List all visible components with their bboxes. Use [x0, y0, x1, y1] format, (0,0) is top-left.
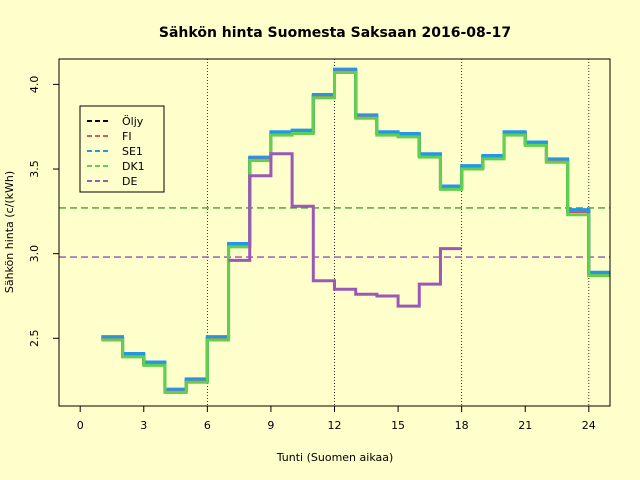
legend: Öljy FI SE1 DK1 DE [79, 105, 165, 193]
x-tick-label: 12 [328, 419, 342, 432]
legend-label: DK1 [122, 160, 145, 173]
x-tick-label: 21 [518, 419, 532, 432]
y-tick-label: 3.0 [28, 245, 41, 263]
series-line-dk1 [101, 71, 610, 394]
x-tick-label: 18 [455, 419, 469, 432]
y-tick-label: 4.0 [28, 76, 41, 94]
x-tick-label: 0 [77, 419, 84, 432]
x-axis: 0 3 6 9 12 15 18 21 24 [77, 405, 596, 432]
series-lines [101, 67, 610, 394]
chart-title: Sähkön hinta Suomesta Saksaan 2016-08-17 [159, 25, 511, 41]
y-tick-label: 2.5 [28, 330, 41, 348]
x-tick-label: 9 [267, 419, 274, 432]
y-axis: 2.5 3.0 3.5 4.0 [28, 76, 60, 348]
x-tick-label: 3 [140, 419, 147, 432]
vertical-gridlines [206, 59, 590, 406]
legend-label: FI [122, 130, 132, 143]
y-axis-label: Sähkön hinta (c/(kWh) [3, 171, 16, 293]
legend-box [79, 105, 165, 193]
mean-lines [59, 207, 610, 258]
y-tick-label: 3.5 [28, 160, 41, 178]
legend-label: Öljy [122, 115, 144, 128]
x-tick-label: 6 [204, 419, 211, 432]
legend-label: SE1 [122, 145, 143, 158]
x-axis-label: Tunti (Suomen aikaa) [276, 451, 394, 464]
x-tick-label: 24 [582, 419, 596, 432]
x-tick-label: 15 [391, 419, 405, 432]
legend-label: DE [122, 175, 137, 188]
series-line-de [228, 152, 462, 308]
